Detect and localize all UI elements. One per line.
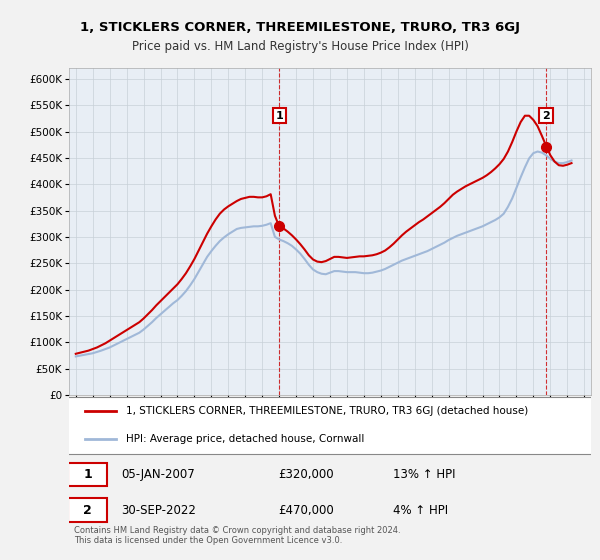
Text: 2: 2 (83, 503, 92, 516)
Text: 2: 2 (542, 111, 550, 121)
Text: 13% ↑ HPI: 13% ↑ HPI (392, 468, 455, 481)
Text: 1: 1 (275, 111, 283, 121)
Text: £320,000: £320,000 (278, 468, 334, 481)
FancyBboxPatch shape (67, 396, 593, 454)
Text: 1, STICKLERS CORNER, THREEMILESTONE, TRURO, TR3 6GJ: 1, STICKLERS CORNER, THREEMILESTONE, TRU… (80, 21, 520, 34)
FancyBboxPatch shape (68, 498, 107, 522)
Text: 1: 1 (83, 468, 92, 481)
Text: 4% ↑ HPI: 4% ↑ HPI (392, 503, 448, 516)
FancyBboxPatch shape (68, 463, 107, 486)
Text: Contains HM Land Registry data © Crown copyright and database right 2024.
This d: Contains HM Land Registry data © Crown c… (74, 526, 401, 545)
Text: 30-SEP-2022: 30-SEP-2022 (121, 503, 196, 516)
Text: 05-JAN-2007: 05-JAN-2007 (121, 468, 195, 481)
Text: 1, STICKLERS CORNER, THREEMILESTONE, TRURO, TR3 6GJ (detached house): 1, STICKLERS CORNER, THREEMILESTONE, TRU… (127, 406, 529, 416)
Text: £470,000: £470,000 (278, 503, 334, 516)
Text: Price paid vs. HM Land Registry's House Price Index (HPI): Price paid vs. HM Land Registry's House … (131, 40, 469, 53)
Text: HPI: Average price, detached house, Cornwall: HPI: Average price, detached house, Corn… (127, 434, 365, 444)
